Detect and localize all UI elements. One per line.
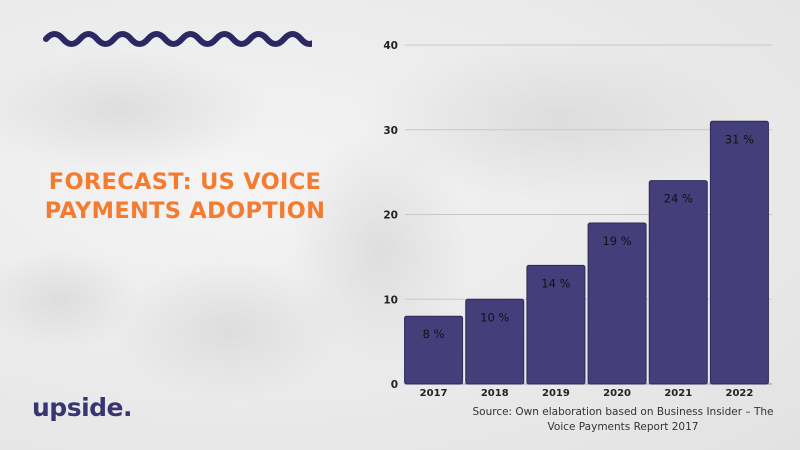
headline-line-2: PAYMENTS ADOPTION bbox=[44, 198, 326, 224]
bar-value-label: 8 % bbox=[423, 327, 445, 341]
x-tick-label: 2017 bbox=[420, 388, 448, 399]
x-tick-label: 2019 bbox=[542, 388, 570, 399]
y-tick-label: 30 bbox=[383, 125, 398, 137]
headline: FORECAST: US VOICE PAYMENTS ADOPTION bbox=[20, 168, 350, 226]
bar bbox=[526, 264, 586, 385]
y-tick-label: 0 bbox=[391, 379, 398, 391]
decorative-wave bbox=[43, 31, 312, 47]
x-tick-label: 2021 bbox=[664, 388, 692, 399]
bar-value-label: 24 % bbox=[664, 192, 693, 206]
x-tick-label: 2018 bbox=[481, 388, 509, 399]
bar bbox=[709, 120, 769, 385]
source-note: Source: Own elaboration based on Busines… bbox=[472, 406, 774, 433]
bar bbox=[648, 180, 708, 385]
y-tick-label: 10 bbox=[383, 294, 398, 306]
bar bbox=[465, 298, 525, 385]
bar-value-label: 31 % bbox=[725, 132, 754, 146]
bar-value-label: 19 % bbox=[602, 234, 631, 248]
bar bbox=[404, 315, 464, 385]
x-tick-label: 2020 bbox=[603, 388, 631, 399]
bar bbox=[587, 222, 647, 385]
y-tick-label: 40 bbox=[383, 40, 398, 52]
y-tick-label: 20 bbox=[383, 210, 398, 222]
x-tick-label: 2022 bbox=[725, 388, 753, 399]
bar-value-label: 14 % bbox=[541, 276, 570, 290]
bar-value-label: 10 % bbox=[480, 310, 509, 324]
brand-logo: upside. bbox=[32, 393, 133, 422]
headline-line-1: FORECAST: US VOICE bbox=[48, 169, 322, 195]
